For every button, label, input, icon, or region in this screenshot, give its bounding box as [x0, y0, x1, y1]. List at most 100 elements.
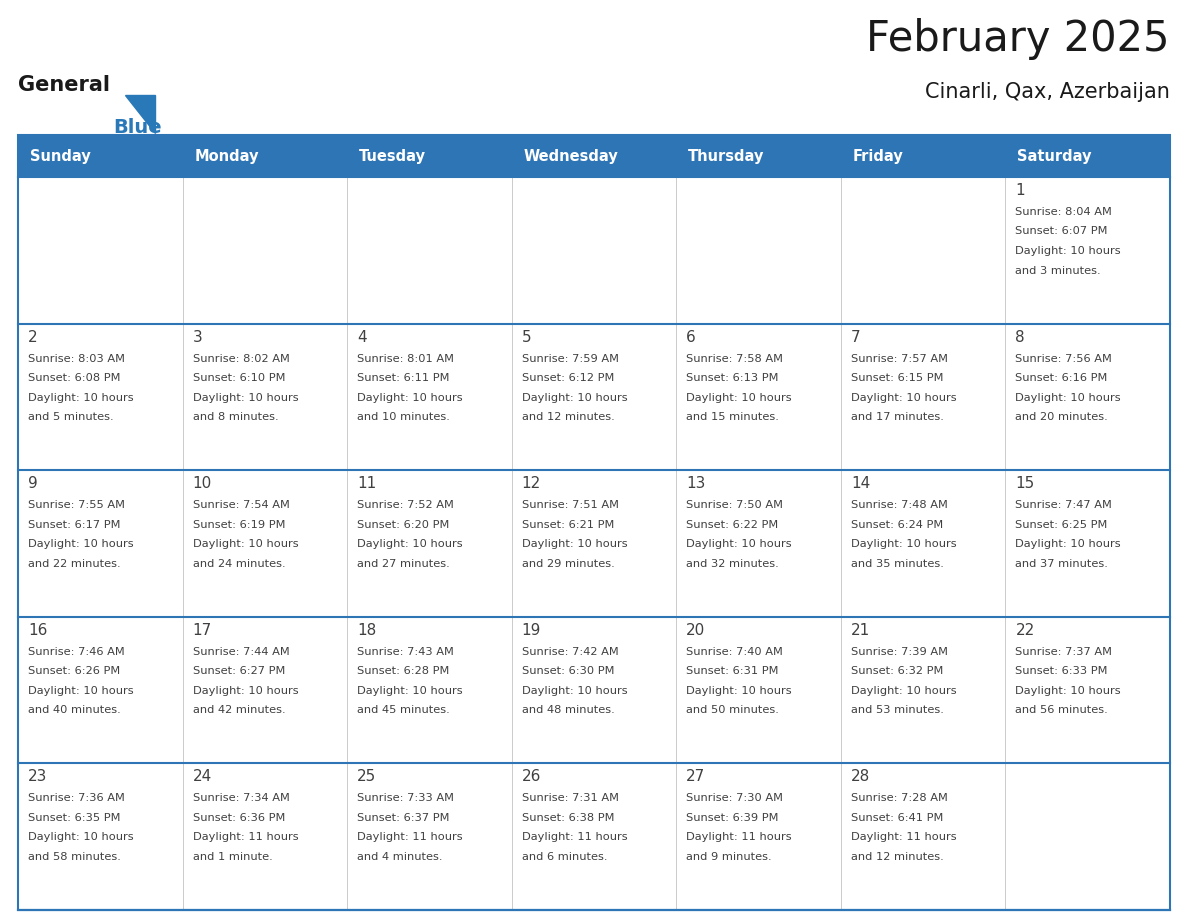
Text: Daylight: 10 hours: Daylight: 10 hours: [522, 539, 627, 549]
Text: Saturday: Saturday: [1017, 149, 1092, 163]
Text: Daylight: 10 hours: Daylight: 10 hours: [192, 686, 298, 696]
Bar: [347, 324, 512, 470]
Text: and 20 minutes.: and 20 minutes.: [1016, 412, 1108, 422]
Text: Sunset: 6:16 PM: Sunset: 6:16 PM: [1016, 373, 1107, 383]
Text: 9: 9: [29, 476, 38, 491]
Text: Friday: Friday: [853, 149, 904, 163]
Text: 22: 22: [1016, 622, 1035, 638]
Text: Sunset: 6:11 PM: Sunset: 6:11 PM: [358, 373, 449, 383]
Bar: [676, 324, 841, 470]
Text: Blue: Blue: [113, 118, 162, 137]
Text: and 40 minutes.: and 40 minutes.: [29, 705, 121, 715]
Bar: [18, 764, 183, 910]
Text: and 32 minutes.: and 32 minutes.: [687, 559, 779, 568]
Text: Tuesday: Tuesday: [359, 149, 426, 163]
Text: Sunset: 6:39 PM: Sunset: 6:39 PM: [687, 813, 779, 823]
Text: Sunset: 6:35 PM: Sunset: 6:35 PM: [29, 813, 120, 823]
Text: General: General: [18, 75, 110, 95]
Text: Sunrise: 7:57 AM: Sunrise: 7:57 AM: [851, 353, 948, 364]
Bar: [347, 764, 512, 910]
Bar: [841, 324, 1005, 470]
Text: Daylight: 11 hours: Daylight: 11 hours: [687, 833, 792, 843]
Text: Sunset: 6:27 PM: Sunset: 6:27 PM: [192, 666, 285, 677]
Text: and 27 minutes.: and 27 minutes.: [358, 559, 450, 568]
Text: and 35 minutes.: and 35 minutes.: [851, 559, 943, 568]
Bar: [1005, 177, 1170, 324]
Text: Sunset: 6:10 PM: Sunset: 6:10 PM: [192, 373, 285, 383]
Text: Sunrise: 7:48 AM: Sunrise: 7:48 AM: [851, 500, 948, 510]
Bar: [676, 764, 841, 910]
Text: 6: 6: [687, 330, 696, 344]
Text: Sunrise: 7:33 AM: Sunrise: 7:33 AM: [358, 793, 454, 803]
Bar: [18, 135, 1170, 177]
Bar: [1005, 617, 1170, 764]
Text: 3: 3: [192, 330, 202, 344]
Text: 17: 17: [192, 622, 211, 638]
Text: Thursday: Thursday: [688, 149, 765, 163]
Bar: [512, 764, 676, 910]
Text: Daylight: 10 hours: Daylight: 10 hours: [192, 539, 298, 549]
Text: Wednesday: Wednesday: [524, 149, 619, 163]
Text: Sunday: Sunday: [30, 149, 90, 163]
Text: and 12 minutes.: and 12 minutes.: [522, 412, 614, 422]
Text: Sunrise: 7:46 AM: Sunrise: 7:46 AM: [29, 647, 125, 656]
Bar: [1005, 764, 1170, 910]
Text: and 24 minutes.: and 24 minutes.: [192, 559, 285, 568]
Bar: [512, 470, 676, 617]
Text: Sunrise: 7:55 AM: Sunrise: 7:55 AM: [29, 500, 125, 510]
Text: 5: 5: [522, 330, 531, 344]
Text: 23: 23: [29, 769, 48, 784]
Text: February 2025: February 2025: [866, 18, 1170, 60]
Text: 15: 15: [1016, 476, 1035, 491]
Text: 25: 25: [358, 769, 377, 784]
Bar: [183, 324, 347, 470]
Text: Daylight: 10 hours: Daylight: 10 hours: [358, 393, 463, 403]
Text: Daylight: 10 hours: Daylight: 10 hours: [29, 539, 133, 549]
Text: Daylight: 10 hours: Daylight: 10 hours: [687, 686, 792, 696]
Text: Daylight: 10 hours: Daylight: 10 hours: [29, 833, 133, 843]
Text: Sunset: 6:41 PM: Sunset: 6:41 PM: [851, 813, 943, 823]
Text: 12: 12: [522, 476, 541, 491]
Text: Daylight: 10 hours: Daylight: 10 hours: [522, 686, 627, 696]
Text: and 22 minutes.: and 22 minutes.: [29, 559, 121, 568]
Text: 10: 10: [192, 476, 211, 491]
Text: Sunrise: 7:58 AM: Sunrise: 7:58 AM: [687, 353, 783, 364]
Text: Sunset: 6:37 PM: Sunset: 6:37 PM: [358, 813, 449, 823]
Text: Sunset: 6:21 PM: Sunset: 6:21 PM: [522, 520, 614, 530]
Text: and 10 minutes.: and 10 minutes.: [358, 412, 450, 422]
Text: Sunset: 6:20 PM: Sunset: 6:20 PM: [358, 520, 449, 530]
Bar: [841, 177, 1005, 324]
Bar: [676, 617, 841, 764]
Text: Daylight: 10 hours: Daylight: 10 hours: [522, 393, 627, 403]
Text: Sunrise: 8:01 AM: Sunrise: 8:01 AM: [358, 353, 454, 364]
Bar: [18, 324, 183, 470]
Text: and 37 minutes.: and 37 minutes.: [1016, 559, 1108, 568]
Bar: [512, 324, 676, 470]
Text: Sunrise: 7:40 AM: Sunrise: 7:40 AM: [687, 647, 783, 656]
Text: and 48 minutes.: and 48 minutes.: [522, 705, 614, 715]
Text: 16: 16: [29, 622, 48, 638]
Text: Sunset: 6:17 PM: Sunset: 6:17 PM: [29, 520, 120, 530]
Text: Daylight: 10 hours: Daylight: 10 hours: [1016, 393, 1121, 403]
Text: and 6 minutes.: and 6 minutes.: [522, 852, 607, 862]
Text: Daylight: 10 hours: Daylight: 10 hours: [851, 539, 956, 549]
Text: Sunrise: 7:54 AM: Sunrise: 7:54 AM: [192, 500, 290, 510]
Text: and 5 minutes.: and 5 minutes.: [29, 412, 114, 422]
Text: Sunrise: 8:03 AM: Sunrise: 8:03 AM: [29, 353, 125, 364]
Bar: [183, 764, 347, 910]
Text: 11: 11: [358, 476, 377, 491]
Text: 1: 1: [1016, 183, 1025, 198]
Text: Daylight: 11 hours: Daylight: 11 hours: [851, 833, 956, 843]
Text: and 58 minutes.: and 58 minutes.: [29, 852, 121, 862]
Text: Sunrise: 7:28 AM: Sunrise: 7:28 AM: [851, 793, 948, 803]
Text: and 45 minutes.: and 45 minutes.: [358, 705, 450, 715]
Text: Sunset: 6:19 PM: Sunset: 6:19 PM: [192, 520, 285, 530]
Text: Sunrise: 7:36 AM: Sunrise: 7:36 AM: [29, 793, 125, 803]
Bar: [18, 177, 183, 324]
Bar: [841, 470, 1005, 617]
Bar: [347, 470, 512, 617]
Text: Daylight: 10 hours: Daylight: 10 hours: [29, 686, 133, 696]
Text: and 56 minutes.: and 56 minutes.: [1016, 705, 1108, 715]
Text: 8: 8: [1016, 330, 1025, 344]
Text: Sunrise: 7:59 AM: Sunrise: 7:59 AM: [522, 353, 619, 364]
